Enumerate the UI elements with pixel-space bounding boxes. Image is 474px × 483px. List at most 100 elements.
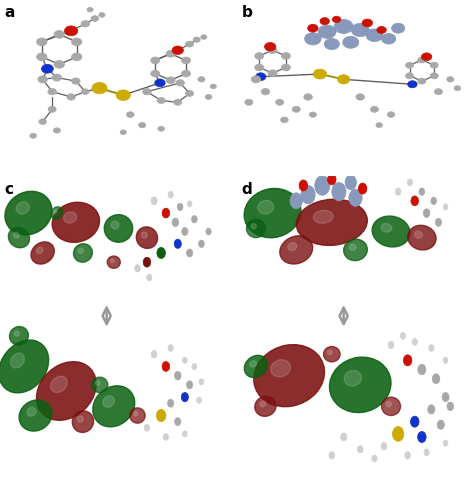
Ellipse shape [130, 408, 145, 423]
Ellipse shape [349, 244, 356, 250]
Circle shape [443, 357, 448, 363]
Circle shape [127, 112, 134, 117]
Circle shape [138, 123, 146, 128]
Circle shape [442, 393, 449, 402]
Circle shape [181, 393, 189, 402]
Circle shape [36, 38, 47, 46]
Circle shape [412, 339, 417, 345]
Ellipse shape [78, 248, 83, 254]
Circle shape [147, 274, 152, 281]
Circle shape [418, 57, 426, 63]
Circle shape [52, 74, 62, 81]
Ellipse shape [246, 219, 265, 238]
Ellipse shape [296, 199, 367, 245]
Circle shape [403, 355, 412, 366]
Circle shape [320, 17, 329, 25]
Circle shape [392, 23, 405, 33]
Circle shape [419, 188, 425, 195]
Text: b: b [242, 5, 253, 20]
Ellipse shape [36, 362, 96, 420]
Circle shape [158, 126, 164, 131]
Circle shape [187, 249, 192, 257]
Ellipse shape [254, 344, 325, 407]
Circle shape [192, 363, 197, 369]
Circle shape [418, 431, 426, 442]
Circle shape [418, 364, 426, 375]
Circle shape [162, 208, 170, 218]
Circle shape [176, 80, 184, 86]
Circle shape [54, 60, 64, 68]
Circle shape [182, 57, 191, 64]
Circle shape [54, 30, 64, 38]
Ellipse shape [16, 202, 29, 214]
Circle shape [166, 77, 175, 84]
Circle shape [42, 64, 53, 73]
Circle shape [308, 24, 318, 32]
Circle shape [334, 19, 353, 33]
Circle shape [421, 53, 432, 61]
Circle shape [135, 265, 140, 272]
Circle shape [313, 69, 327, 79]
Circle shape [143, 257, 151, 267]
Circle shape [143, 88, 151, 95]
Ellipse shape [27, 408, 36, 416]
Ellipse shape [13, 232, 19, 238]
Circle shape [198, 77, 205, 82]
Circle shape [337, 75, 350, 84]
Ellipse shape [31, 242, 55, 264]
Circle shape [182, 431, 187, 437]
Circle shape [30, 133, 36, 138]
Circle shape [245, 99, 253, 105]
Circle shape [454, 85, 461, 91]
Circle shape [428, 345, 434, 352]
Circle shape [430, 62, 438, 68]
Circle shape [304, 33, 321, 45]
Circle shape [255, 73, 266, 81]
Circle shape [92, 83, 107, 94]
Circle shape [351, 23, 369, 37]
Ellipse shape [280, 236, 313, 264]
Circle shape [193, 37, 201, 43]
Circle shape [434, 89, 443, 95]
Circle shape [72, 78, 80, 84]
Circle shape [261, 88, 270, 95]
Circle shape [340, 433, 346, 441]
Circle shape [174, 371, 181, 380]
Circle shape [82, 89, 89, 95]
Circle shape [155, 79, 165, 87]
Ellipse shape [323, 346, 340, 362]
Circle shape [201, 35, 207, 39]
Circle shape [400, 332, 406, 339]
Circle shape [432, 374, 440, 384]
Circle shape [328, 174, 336, 185]
Circle shape [309, 112, 317, 117]
Circle shape [182, 227, 188, 236]
Circle shape [151, 197, 157, 205]
Ellipse shape [271, 360, 291, 377]
Circle shape [424, 449, 429, 455]
Circle shape [304, 94, 312, 100]
Circle shape [116, 90, 130, 100]
Circle shape [276, 99, 283, 105]
Ellipse shape [9, 227, 29, 248]
Circle shape [199, 240, 204, 247]
Circle shape [81, 21, 90, 27]
Circle shape [447, 77, 454, 82]
Ellipse shape [329, 357, 391, 412]
Circle shape [435, 218, 442, 227]
Circle shape [151, 57, 160, 64]
Ellipse shape [103, 396, 115, 407]
Ellipse shape [414, 231, 422, 238]
Circle shape [64, 26, 78, 36]
Circle shape [318, 25, 336, 39]
Circle shape [173, 99, 182, 105]
Circle shape [251, 76, 261, 83]
Circle shape [151, 351, 157, 358]
Circle shape [382, 33, 396, 44]
Ellipse shape [91, 377, 108, 393]
Circle shape [447, 402, 454, 411]
Ellipse shape [14, 331, 19, 336]
Circle shape [72, 38, 82, 46]
Circle shape [431, 197, 437, 204]
Ellipse shape [141, 232, 147, 238]
